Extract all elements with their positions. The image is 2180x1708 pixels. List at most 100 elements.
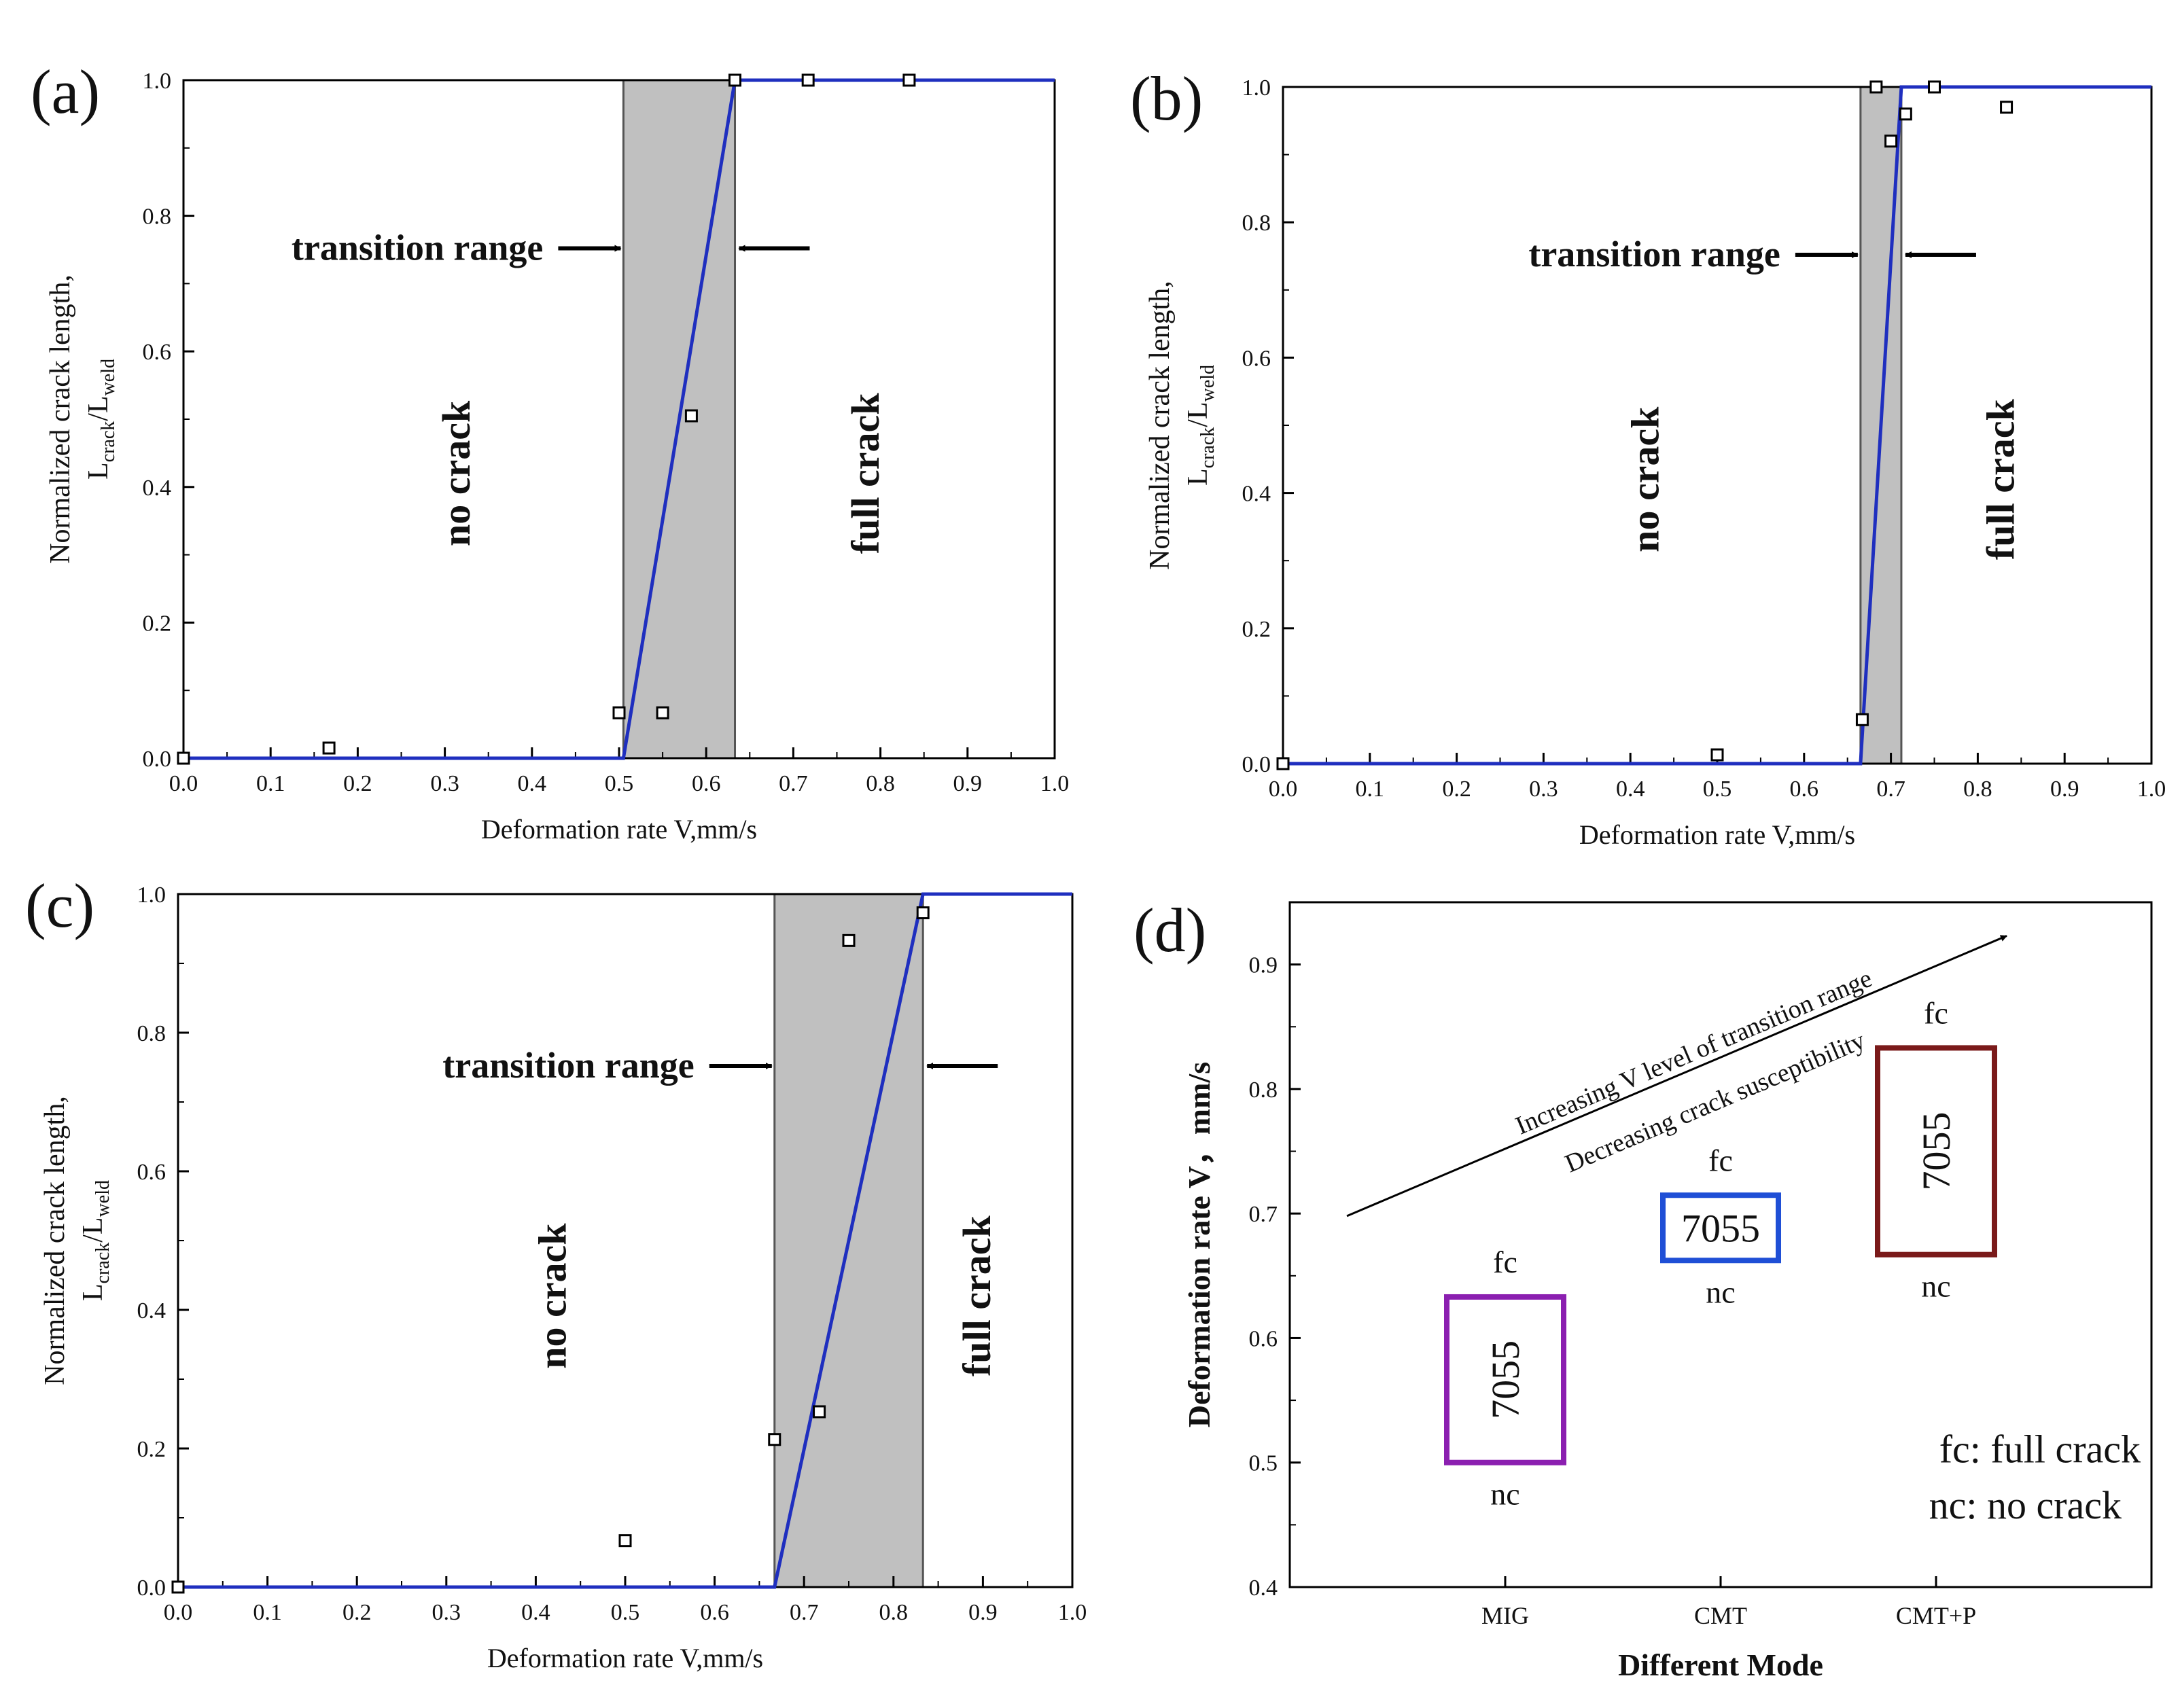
x-tick-label: MIG: [1481, 1602, 1529, 1629]
legend-fc: fc: full crack: [1939, 1427, 2141, 1471]
panel-a: 0.0 0.1 0.2 0.3 0.4 0.5 0.6 0.7 0.8 0.9 1.0 0.0 0.2 0…: [31, 57, 1069, 844]
x-tick-label: 0.0: [169, 771, 198, 796]
y-tick-label: 0.8: [1249, 1078, 1278, 1103]
y-tick-label: 0.0: [143, 747, 172, 772]
y-axis-label-line1: Normalized crack length,: [45, 274, 76, 564]
range-box: [1444, 1294, 1566, 1465]
y-tick-label: 0.4: [1249, 1576, 1278, 1601]
x-tick-label: 0.1: [253, 1600, 282, 1625]
y-tick-label: 0.2: [1242, 617, 1271, 642]
x-tick-label: 0.5: [611, 1600, 640, 1625]
x-tick-label: 1.0: [1058, 1600, 1087, 1625]
y-tick-label: 0.2: [137, 1437, 166, 1462]
fit-line: [1283, 85, 2151, 766]
fc-label: fc: [1708, 1143, 1733, 1177]
transition-range-label: transition range: [1528, 234, 1780, 274]
transition-range-label: transition range: [292, 228, 544, 268]
data-point: [801, 73, 815, 87]
y-tick-label: 0.8: [137, 1021, 166, 1046]
y-axis-label-line1: Normalized crack length,: [39, 1096, 71, 1385]
data-point: [1928, 80, 1941, 94]
y-tick-label: 0.6: [1249, 1326, 1278, 1351]
y-label-text: /L: [83, 395, 114, 421]
y-axis-label-line1: Normalized crack length,: [1144, 281, 1176, 570]
y-tick-label: 0.0: [1242, 752, 1271, 777]
panel-d: 0.4 0.5 0.6 0.7 0.8 0.9 MIG CMT CMT+P Different M…: [1133, 895, 2153, 1682]
x-tick-label: CMT: [1694, 1602, 1747, 1629]
y-tick-label: 1.0: [137, 883, 166, 908]
y-label-text: L: [77, 1283, 109, 1301]
nc-label: nc: [1921, 1269, 1950, 1304]
data-point: [1276, 757, 1290, 770]
x-tick-label: 0.6: [1790, 777, 1819, 802]
x-tick-label: 0.3: [1529, 777, 1558, 802]
y-label-subscript: weld: [92, 1180, 113, 1217]
x-tick-label: 0.3: [430, 771, 459, 796]
x-tick-label: 0.4: [518, 771, 547, 796]
x-tick-label: 0.9: [2050, 777, 2079, 802]
fit-line: [183, 78, 1055, 760]
no-crack-label: no crack: [531, 1223, 575, 1369]
range-box-label: 7055: [1681, 1206, 1760, 1250]
y-label-subscript: crack: [92, 1243, 113, 1284]
y-axis-label-line2: Lcrack/Lweld: [83, 359, 119, 480]
data-point: [768, 1433, 781, 1446]
transition-range-label: transition range: [442, 1045, 695, 1086]
x-tick-label: CMT+P: [1896, 1602, 1976, 1629]
data-point: [813, 1405, 826, 1419]
panel-label: (d): [1133, 895, 1206, 965]
x-tick-label: 0.1: [1356, 777, 1385, 802]
data-point: [1884, 135, 1898, 148]
no-crack-label: no crack: [1623, 406, 1667, 552]
panel-b: 0.0 0.1 0.2 0.3 0.4 0.5 0.6 0.7 0.8 0.9 1.0 0.0 0.2 0…: [1130, 64, 2166, 850]
plot-frame: [182, 79, 1056, 760]
y-tick-label: 0.4: [143, 476, 172, 501]
y-tick-label: 0.6: [137, 1160, 166, 1185]
y-tick-label: 0.8: [143, 204, 172, 230]
y-label-subscript: crack: [1197, 427, 1218, 469]
x-tick-label: 0.7: [779, 771, 808, 796]
y-tick-label: 1.0: [143, 69, 172, 94]
fc-label: fc: [1493, 1245, 1517, 1279]
panel-label: (a): [31, 57, 100, 126]
x-tick-label: 0.5: [1703, 777, 1732, 802]
x-tick-label: 1.0: [1040, 771, 1070, 796]
fc-label: fc: [1924, 995, 1948, 1030]
panel-label: (b): [1130, 64, 1203, 133]
y-tick-label: 0.2: [143, 611, 172, 636]
data-point: [656, 706, 669, 719]
data-point: [1855, 713, 1869, 726]
x-axis-label: Deformation rate V,mm/s: [487, 1643, 763, 1673]
x-axis-label: Different Mode: [1618, 1648, 1823, 1682]
range-box: [1875, 1045, 1997, 1258]
data-point: [177, 751, 190, 765]
x-tick-label: 0.2: [343, 771, 372, 796]
y-label-text: L: [83, 462, 114, 480]
panel-c: 0.0 0.1 0.2 0.3 0.4 0.5 0.6 0.7 0.8 0.9 1.0 0.0 0.2 0…: [25, 871, 1087, 1673]
y-axis-label-line2: Lcrack/Lweld: [1182, 365, 1218, 486]
data-point: [902, 73, 916, 87]
x-tick-label: 0.5: [605, 771, 634, 796]
y-tick-label: 0.6: [143, 340, 172, 365]
y-label-text: /L: [77, 1217, 109, 1242]
fit-line: [178, 892, 1072, 1589]
trend-arrow: [1346, 935, 2007, 1217]
y-label-text: /L: [1182, 402, 1214, 427]
data-point: [728, 73, 742, 87]
x-tick-label: 0.0: [1269, 777, 1298, 802]
full-crack-label: full crack: [955, 1215, 999, 1376]
x-tick-label: 0.1: [256, 771, 285, 796]
x-tick-label: 0.4: [1616, 777, 1645, 802]
y-tick-label: 0.6: [1242, 346, 1271, 371]
x-tick-label: 0.6: [700, 1600, 729, 1625]
data-point: [612, 706, 626, 719]
y-axis-label-line2: Lcrack/Lweld: [77, 1180, 113, 1301]
x-tick-label: 0.9: [953, 771, 983, 796]
x-axis-label: Deformation rate V,mm/s: [1579, 819, 1855, 850]
nc-label: nc: [1706, 1275, 1735, 1309]
x-tick-label: 0.8: [866, 771, 895, 796]
data-point: [916, 906, 930, 920]
y-tick-label: 0.4: [1242, 482, 1271, 507]
x-tick-label: 0.7: [790, 1600, 819, 1625]
